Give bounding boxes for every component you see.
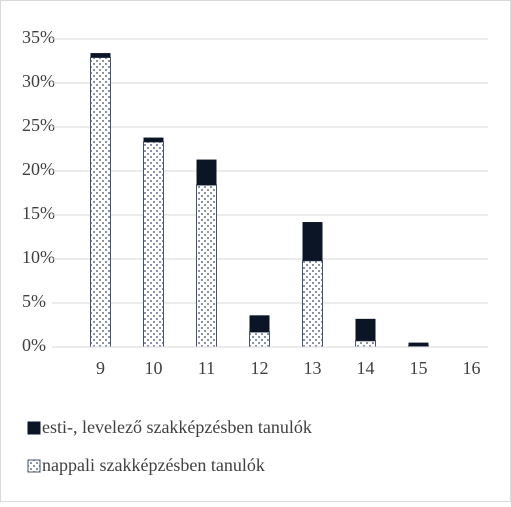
- y-tick-label: 0%: [22, 335, 46, 355]
- x-tick-label: 14: [357, 358, 375, 378]
- y-tick-label: 25%: [22, 115, 55, 135]
- x-tick-label: 15: [410, 358, 428, 378]
- x-tick-label: 12: [251, 358, 269, 378]
- y-tick-label: 35%: [22, 27, 55, 47]
- y-tick-label: 10%: [22, 247, 55, 267]
- bar-segment: [143, 137, 164, 142]
- y-tick-label: 20%: [22, 159, 55, 179]
- bar-segment: [249, 331, 270, 348]
- bar-segment: [196, 159, 217, 186]
- legend-label: nappali szakképzésben tanulók: [42, 455, 265, 475]
- x-tick-label: 11: [198, 358, 215, 378]
- bar-segment: [355, 340, 376, 348]
- x-tick-label: 9: [96, 358, 105, 378]
- legend-swatch: [27, 421, 41, 435]
- bar-segment: [90, 56, 111, 348]
- legend-label: esti-, levelező szakképzésben tanulók: [42, 417, 312, 437]
- bar-segment: [143, 141, 164, 348]
- y-tick-label: 5%: [22, 291, 46, 311]
- x-tick-label: 16: [463, 358, 481, 378]
- legend-swatch: [27, 459, 41, 473]
- y-tick-label: 30%: [22, 71, 55, 91]
- x-tick-label: 10: [145, 358, 163, 378]
- y-tick-label: 15%: [22, 203, 55, 223]
- bar-segment: [302, 260, 323, 348]
- bar-segment: [196, 184, 217, 348]
- bar-segment: [408, 342, 429, 347]
- x-tick-label: 13: [304, 358, 322, 378]
- bar-segment: [302, 222, 323, 261]
- bar-segment: [355, 318, 376, 341]
- bar-segment: [249, 315, 270, 333]
- bar-segment: [90, 53, 111, 58]
